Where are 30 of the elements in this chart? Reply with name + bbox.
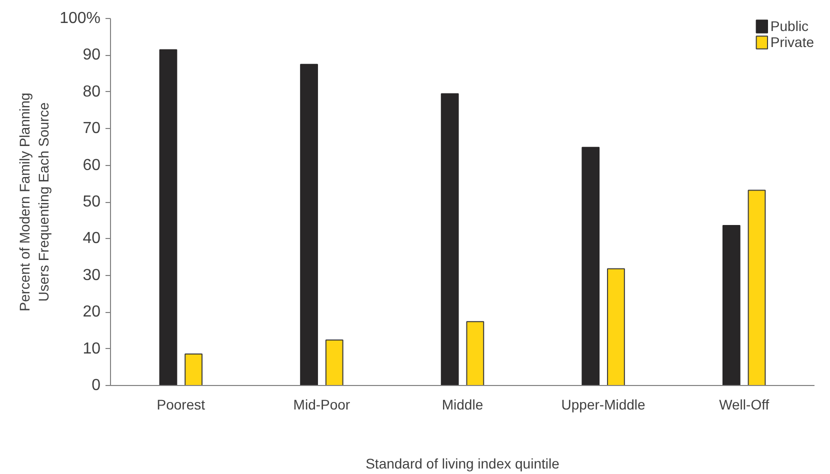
bar — [607, 268, 625, 386]
x-tick-label: Upper-Middle — [561, 396, 646, 412]
y-tick-label: 10 — [82, 340, 101, 358]
y-tick-label: 90 — [82, 46, 101, 64]
y-tick-label: 50 — [82, 194, 101, 210]
bar — [440, 93, 459, 386]
x-tick-label: Poorest — [156, 396, 206, 412]
y-tick-label: 100% — [60, 10, 100, 27]
x-axis-title: Standard of living index quintile — [366, 456, 560, 472]
x-tick-label: Well-Off — [719, 396, 770, 412]
bar — [466, 321, 484, 386]
bar — [748, 190, 766, 386]
bar — [582, 146, 600, 386]
bar — [300, 64, 318, 386]
x-tick-label: Mid-Poor — [293, 396, 350, 412]
y-tick-label: 70 — [82, 120, 101, 138]
bar — [184, 353, 203, 386]
bar — [325, 339, 344, 386]
legend-label: Private — [770, 34, 814, 50]
bar — [722, 224, 740, 386]
x-tick-label: Middle — [442, 396, 484, 412]
y-axis-title: Percent of Modern Family Planning Users Frequenting Each Source — [16, 92, 52, 312]
y-tick-label: 20 — [82, 304, 101, 321]
y-tick-label: 60 — [82, 156, 101, 174]
y-tick-label: 0 — [92, 377, 101, 394]
y-tick-label: 40 — [82, 230, 101, 248]
legend-label: Public — [770, 18, 809, 34]
y-tick-label: 80 — [82, 83, 101, 100]
bar — [159, 49, 178, 386]
y-tick-label: 30 — [82, 266, 101, 284]
